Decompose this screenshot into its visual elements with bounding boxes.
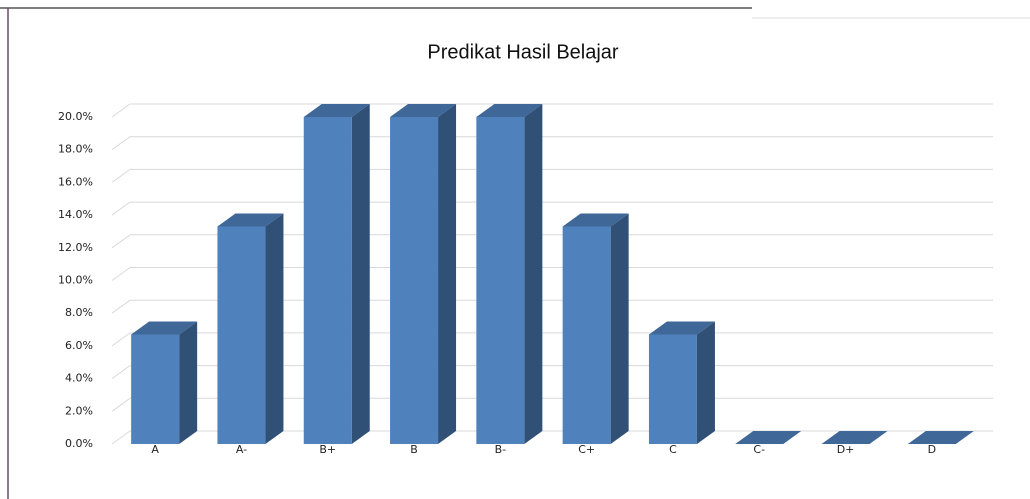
bar-front [303, 117, 352, 444]
bar-side [610, 213, 629, 444]
y-tick-label: 10.0% [58, 274, 93, 287]
chart-title: Predikat Hasil Belajar [427, 41, 619, 63]
bar [217, 213, 284, 444]
y-tick-label: 20.0% [58, 110, 93, 123]
x-tick-label: C- [753, 443, 765, 456]
x-tick-label: B+ [319, 443, 336, 456]
grid-side [111, 136, 131, 151]
bar [907, 431, 974, 444]
bar-top [217, 213, 284, 227]
bar-side [438, 104, 457, 444]
bar-top [476, 104, 543, 117]
bar-side [179, 321, 198, 444]
grid-side [111, 103, 131, 118]
bar-top [907, 431, 974, 444]
bar-side [524, 104, 543, 444]
bar-front [217, 226, 266, 444]
bar-top [390, 104, 457, 117]
grid-side [111, 430, 131, 445]
bar-front [648, 334, 697, 444]
grid-side [111, 332, 131, 347]
x-tick-label: D [928, 443, 936, 456]
y-tick-label: 18.0% [58, 143, 93, 156]
bar-side [265, 213, 284, 444]
x-tick-label: D+ [837, 443, 855, 456]
y-tick-label: 6.0% [65, 339, 93, 352]
grid-side [111, 234, 131, 249]
bar-top [562, 213, 629, 227]
bar [821, 431, 888, 444]
bar-front [131, 334, 180, 444]
bar-front [562, 226, 611, 444]
bar [390, 104, 457, 444]
x-tick-label: A [151, 443, 159, 456]
grid-side [111, 168, 131, 183]
y-tick-label: 8.0% [65, 306, 93, 319]
y-tick-label: 16.0% [58, 175, 93, 188]
grid-side [111, 365, 131, 380]
bar [303, 104, 370, 444]
bar-front [390, 117, 439, 444]
grid-side [111, 201, 131, 216]
grid-side [111, 299, 131, 314]
bar-top [648, 321, 715, 335]
x-tick-label: A- [236, 443, 247, 456]
bar [562, 213, 629, 444]
bar-side [696, 321, 715, 444]
x-tick-label: C+ [578, 443, 595, 456]
bar-top [303, 104, 370, 117]
x-tick-label: B [410, 443, 418, 456]
bar-front [476, 117, 525, 444]
grid-side [111, 397, 131, 412]
bar [476, 104, 543, 444]
bar [735, 431, 802, 444]
bar-top [735, 431, 802, 444]
x-tick-label: C [669, 443, 677, 456]
y-tick-label: 2.0% [65, 404, 93, 417]
y-tick-label: 4.0% [65, 372, 93, 385]
bar-side [351, 104, 370, 444]
grid-side [111, 267, 131, 281]
x-tick-label: B- [495, 443, 507, 456]
bar-top [821, 431, 888, 444]
y-tick-label: 12.0% [58, 241, 93, 254]
y-tick-label: 0.0% [65, 437, 93, 450]
bar [648, 321, 715, 444]
y-tick-label: 14.0% [58, 208, 93, 221]
bar [131, 321, 198, 444]
bar-top [131, 321, 198, 335]
